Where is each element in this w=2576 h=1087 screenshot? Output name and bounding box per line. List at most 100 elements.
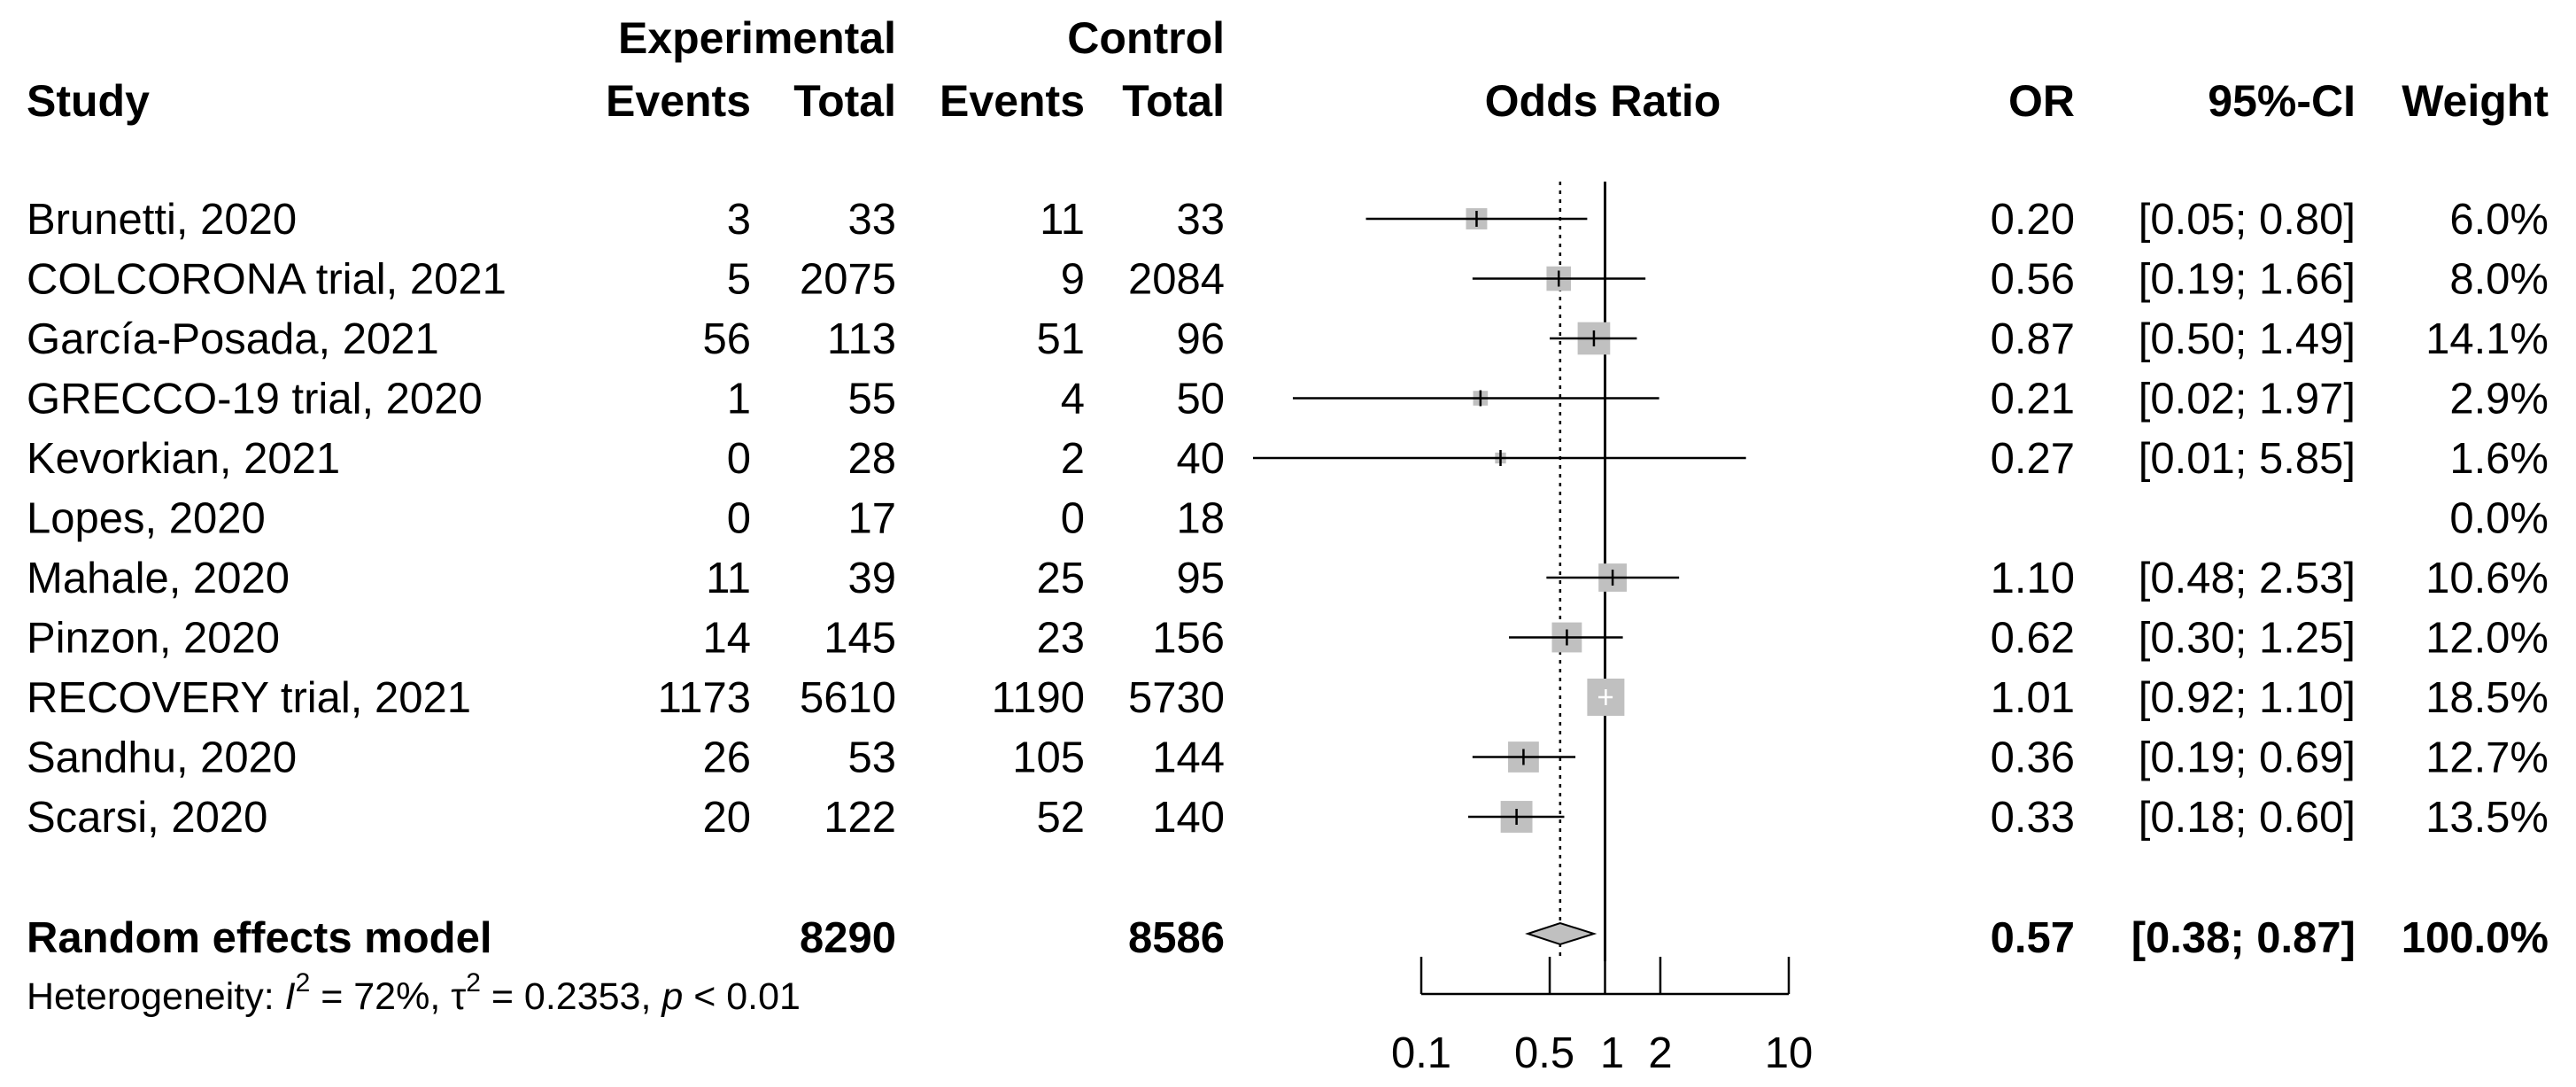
header-weight: Weight (2402, 76, 2549, 126)
summary-row: Random effects model 8290 8586 0.57 [0.3… (27, 914, 2549, 962)
study-row: GRECCO-19 trial, 2020 1 55 4 50 0.21 [0.02; 1.… (27, 376, 2549, 423)
ci-value: [0.05; 0.80] (2139, 196, 2356, 244)
study-name: Mahale, 2020 (27, 555, 290, 602)
study-row: Mahale, 2020 11 39 25 95 1.10 [0.48; 2.53] 10.6… (27, 555, 2549, 602)
ctrl-total: 50 (1176, 376, 1225, 423)
ctrl-total: 18 (1176, 495, 1225, 543)
header-exp-total: Total (793, 76, 896, 126)
weight-value: 12.7% (2425, 734, 2549, 782)
or-value: 0.20 (1991, 196, 2075, 244)
heterogeneity-text: Heterogeneity: I2 = 72%, τ2 = 0.2353, p … (27, 968, 801, 1018)
axis-tick-label: 2 (1648, 1029, 1672, 1077)
exp-events: 11 (706, 555, 751, 602)
ctrl-events: 11 (1040, 196, 1085, 244)
header-study: Study (27, 76, 150, 126)
or-value: 0.21 (1991, 376, 2075, 423)
weight-value: 18.5% (2425, 674, 2549, 722)
exp-total: 53 (847, 734, 896, 782)
study-row: Kevorkian, 2021 0 28 2 40 0.27 [0.01; 5.85] 1.6… (27, 435, 2549, 483)
exp-total: 39 (847, 555, 896, 602)
study-row: Brunetti, 2020 3 33 11 33 0.20 [0.05; 0.80] 6.0… (27, 196, 2549, 244)
exp-events: 20 (702, 794, 751, 842)
ctrl-events: 0 (1061, 495, 1085, 543)
ctrl-total: 2084 (1128, 256, 1225, 304)
exp-events: 14 (702, 615, 751, 663)
ctrl-events: 51 (1036, 315, 1085, 363)
study-row: COLCORONA trial, 2021 5 2075 9 2084 0.56 [0.19… (27, 256, 2549, 304)
study-name: Scarsi, 2020 (27, 794, 267, 842)
weight-value: 0.0% (2449, 495, 2549, 543)
ci-value: [0.50; 1.49] (2139, 315, 2356, 363)
weight-value: 13.5% (2425, 794, 2549, 842)
study-name: GRECCO-19 trial, 2020 (27, 376, 483, 423)
axis-tick-label: 1 (1600, 1029, 1624, 1077)
ci-value: [0.01; 5.85] (2139, 435, 2356, 483)
study-row: Scarsi, 2020 20 122 52 140 0.33 [0.18; 0.60] 13… (27, 794, 2549, 842)
column-headers: Study Experimental Events Total Control … (27, 13, 2549, 126)
header-or: OR (2008, 76, 2075, 126)
ctrl-total: 95 (1176, 555, 1225, 602)
study-rows: Brunetti, 2020 3 33 11 33 0.20 [0.05; 0.80] 6.0… (27, 196, 2549, 842)
ci-value: [0.19; 1.66] (2139, 256, 2356, 304)
ctrl-total: 5730 (1128, 674, 1225, 722)
ctrl-total: 140 (1152, 794, 1225, 842)
ctrl-total: 144 (1152, 734, 1225, 782)
plot-area (1253, 182, 1746, 961)
exp-events: 26 (702, 734, 751, 782)
study-row: Lopes, 2020 0 17 0 18 0.0% (27, 495, 2549, 543)
weight-value: 10.6% (2425, 555, 2549, 602)
x-axis: 0.1 0.5 1 2 10 (1391, 957, 1813, 1077)
ctrl-events: 2 (1061, 435, 1085, 483)
ctrl-events: 1190 (992, 674, 1085, 722)
ctrl-events: 25 (1036, 555, 1085, 602)
weight-value: 2.9% (2449, 376, 2549, 423)
exp-total: 122 (824, 794, 896, 842)
summary-diamond (1525, 921, 1597, 946)
weight-value: 12.0% (2425, 615, 2549, 663)
ctrl-total: 156 (1152, 615, 1225, 663)
study-name: Sandhu, 2020 (27, 734, 297, 782)
study-name: COLCORONA trial, 2021 (27, 256, 507, 304)
exp-events: 56 (702, 315, 751, 363)
exp-events: 3 (727, 196, 751, 244)
exp-events: 1 (727, 376, 751, 423)
exp-total: 2075 (800, 256, 896, 304)
summary-exp-total: 8290 (800, 914, 896, 962)
exp-total: 33 (847, 196, 896, 244)
exp-total: 55 (847, 376, 896, 423)
study-name: Lopes, 2020 (27, 495, 266, 543)
or-value: 0.27 (1991, 435, 2075, 483)
header-experimental: Experimental (618, 13, 896, 63)
study-row: Pinzon, 2020 14 145 23 156 0.62 [0.30; 1.25] 12… (27, 615, 2549, 663)
header-ctrl-total: Total (1122, 76, 1225, 126)
ctrl-events: 4 (1061, 376, 1085, 423)
study-row: RECOVERY trial, 2021 1173 5610 1190 5730 1.01… (27, 674, 2549, 722)
exp-total: 17 (847, 495, 896, 543)
exp-total: 145 (824, 615, 896, 663)
ctrl-total: 33 (1176, 196, 1225, 244)
ctrl-total: 96 (1176, 315, 1225, 363)
header-ci: 95%-CI (2208, 76, 2356, 126)
exp-total: 113 (827, 315, 896, 363)
ci-value: [0.92; 1.10] (2139, 674, 2356, 722)
ctrl-events: 9 (1061, 256, 1085, 304)
study-name: Kevorkian, 2021 (27, 435, 340, 483)
study-name: RECOVERY trial, 2021 (27, 674, 471, 722)
study-row: García-Posada, 2021 56 113 51 96 0.87 [0.50; 1… (27, 315, 2549, 363)
ctrl-events: 105 (1012, 734, 1085, 782)
study-name: Brunetti, 2020 (27, 196, 297, 244)
summary-name: Random effects model (27, 914, 491, 962)
weight-value: 1.6% (2449, 435, 2549, 483)
exp-events: 1173 (658, 674, 751, 722)
or-value: 0.87 (1991, 315, 2075, 363)
axis-tick-label: 0.5 (1514, 1029, 1574, 1077)
exp-events: 0 (727, 435, 751, 483)
header-odds-ratio: Odds Ratio (1485, 76, 1721, 126)
exp-total: 28 (847, 435, 896, 483)
weight-value: 14.1% (2425, 315, 2549, 363)
header-control: Control (1067, 13, 1225, 63)
axis-tick-label: 0.1 (1391, 1029, 1451, 1077)
summary-ci: [0.38; 0.87] (2131, 914, 2356, 962)
or-value: 1.10 (1991, 555, 2075, 602)
or-value: 1.01 (1991, 674, 2075, 722)
